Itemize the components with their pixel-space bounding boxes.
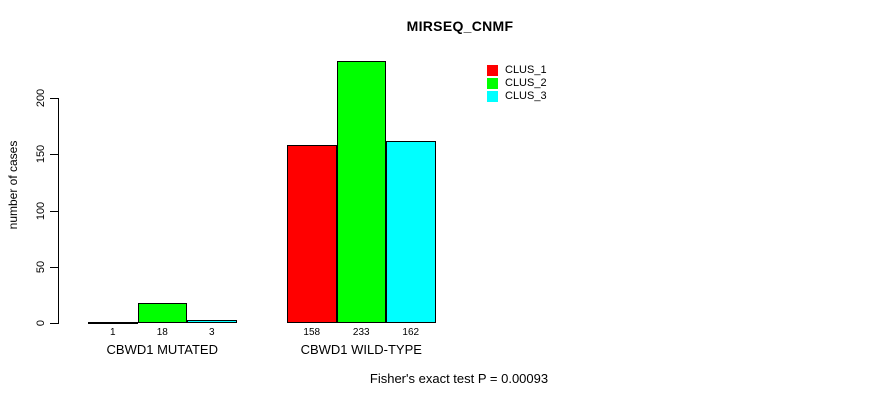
bar-value-label: 3 [208,327,215,338]
y-axis-tick-label: 50 [35,260,47,274]
bar-value-label: 1 [109,327,116,338]
y-axis-tick-label: 0 [35,319,47,327]
legend-item-label: CLUS_3 [505,90,547,102]
y-axis-tick [50,154,58,155]
y-axis-tick-label: 200 [35,88,47,108]
group-label: CBWD1 WILD-TYPE [300,342,422,357]
y-axis-tick [50,267,58,268]
bar-value-label: 233 [352,327,370,338]
bar-clus_2-1 [137,303,187,323]
bar-value-label: 158 [303,327,321,338]
y-axis-tick-label: 100 [35,201,47,221]
y-axis-tick [50,98,58,99]
legend-item: CLUS_1 [487,64,547,77]
bar-clus_3-2 [386,141,436,323]
bar-value-label: 18 [156,327,168,338]
legend-swatch-clus_3 [487,91,498,102]
legend-swatch-clus_1 [487,65,498,76]
y-axis-tick-label: 150 [35,144,47,164]
legend-item: CLUS_3 [487,90,547,103]
y-axis-line [58,98,59,324]
legend-item-label: CLUS_2 [505,77,547,89]
bar-value-label: 162 [402,327,420,338]
legend: CLUS_1 CLUS_2 CLUS_3 [487,64,547,103]
bar-clus_1-2 [287,145,337,323]
legend-item-label: CLUS_1 [505,64,547,76]
bar-clus_1-1 [88,322,138,324]
group-label: CBWD1 MUTATED [106,342,218,357]
chart-title: MIRSEQ_CNMF [406,18,514,34]
legend-swatch-clus_2 [487,78,498,89]
bar-clus_2-2 [336,61,386,323]
bar-clus_3-1 [187,320,237,323]
legend-item: CLUS_2 [487,77,547,90]
y-axis-tick [50,323,58,324]
y-axis-label: number of cases [6,140,20,230]
fisher-test-caption: Fisher's exact test P = 0.00093 [369,371,549,386]
y-axis-tick [50,211,58,212]
